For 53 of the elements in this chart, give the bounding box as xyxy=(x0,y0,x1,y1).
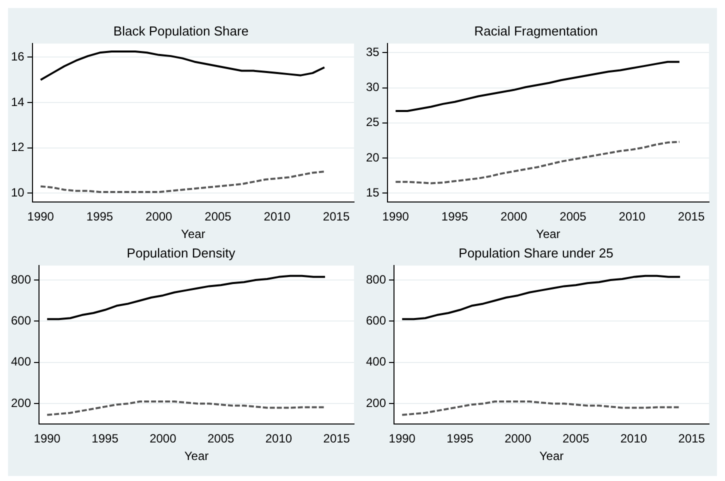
y-tick-label: 16 xyxy=(10,50,25,64)
x-tick-label: 1990 xyxy=(27,210,54,224)
x-axis-title: Year xyxy=(539,449,564,464)
x-axis-title: Year xyxy=(184,449,209,464)
y-tick-label: 25 xyxy=(366,115,380,130)
x-tick-label: 2000 xyxy=(500,210,528,224)
x-tick-label: 2015 xyxy=(322,210,350,224)
line-series xyxy=(40,170,326,194)
x-tick-label: 2015 xyxy=(678,210,705,224)
x-tick-label: 2015 xyxy=(678,432,706,446)
x-axis-title: Year xyxy=(181,227,206,242)
x-tick-label: 2010 xyxy=(265,432,292,446)
y-tick-label: 12 xyxy=(10,140,25,154)
chart-title: Population Density xyxy=(126,245,236,260)
y-tick-label: 800 xyxy=(366,272,386,286)
line-series xyxy=(401,400,682,416)
x-axis-title: Year xyxy=(536,227,560,242)
x-tick-label: 1990 xyxy=(34,432,61,446)
x-tick-label: 2015 xyxy=(323,432,350,446)
x-tick-label: 2010 xyxy=(264,210,291,224)
x-tick-label: 2010 xyxy=(620,432,648,446)
x-tick-label: 2000 xyxy=(504,432,532,446)
y-tick-label: 600 xyxy=(366,314,386,328)
x-tick-label: 2005 xyxy=(560,210,587,224)
y-tick-label: 14 xyxy=(10,94,25,109)
x-tick-label: 2000 xyxy=(150,432,177,446)
x-tick-label: 2010 xyxy=(618,210,646,224)
y-tick-label: 400 xyxy=(366,354,386,369)
chart-title: Population Share under 25 xyxy=(458,245,614,260)
x-tick-label: 2005 xyxy=(207,432,234,446)
chart-title: Racial Fragmentation xyxy=(474,23,598,38)
y-tick-label: 35 xyxy=(366,45,380,60)
y-tick-label: 600 xyxy=(10,314,32,328)
line-series xyxy=(394,140,680,184)
x-tick-label: 2005 xyxy=(562,432,590,446)
y-tick-label: 30 xyxy=(366,80,380,94)
chart-title: Black Population Share xyxy=(113,23,249,38)
y-tick-label: 20 xyxy=(366,150,380,164)
y-tick-label: 10 xyxy=(10,185,25,200)
x-tick-label: 1995 xyxy=(446,432,474,446)
y-tick-label: 200 xyxy=(366,396,386,410)
y-tick-label: 400 xyxy=(10,354,32,369)
x-tick-label: 2000 xyxy=(146,210,173,224)
x-tick-label: 1990 xyxy=(382,210,410,224)
y-tick-label: 200 xyxy=(10,396,32,410)
x-tick-label: 1995 xyxy=(92,432,119,446)
y-tick-label: 800 xyxy=(10,272,32,286)
x-tick-label: 1995 xyxy=(441,210,468,224)
x-tick-label: 1990 xyxy=(388,432,416,446)
x-tick-label: 1995 xyxy=(86,210,114,224)
line-series xyxy=(46,400,326,416)
x-tick-label: 2005 xyxy=(204,210,232,224)
y-tick-label: 15 xyxy=(366,185,380,200)
